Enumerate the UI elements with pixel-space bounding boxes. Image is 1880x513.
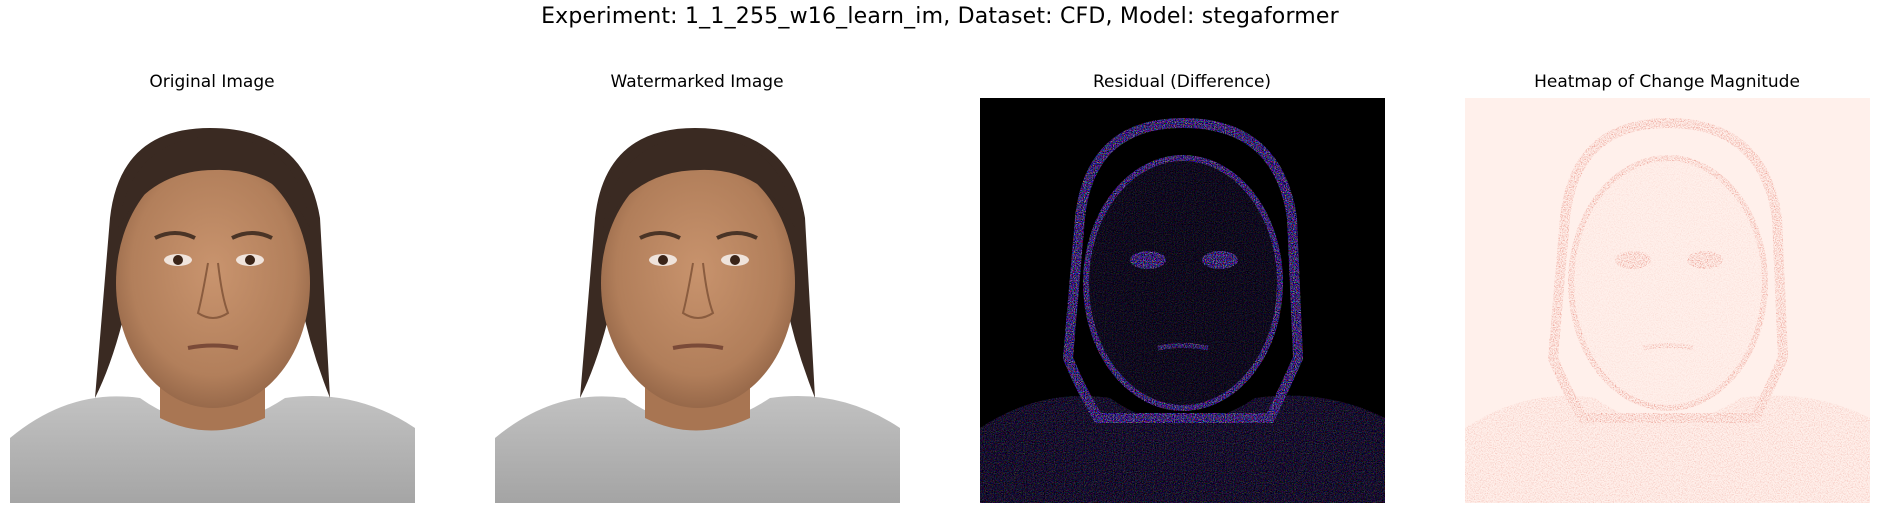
- panel-title-watermarked: Watermarked Image: [610, 72, 784, 92]
- figure-title: Experiment: 1_1_255_w16_learn_im, Datase…: [541, 4, 1339, 29]
- original-image: [10, 98, 415, 503]
- panel-title-original: Original Image: [149, 72, 275, 92]
- panel-title-heatmap: Heatmap of Change Magnitude: [1534, 72, 1800, 92]
- residual-image: [980, 98, 1385, 503]
- watermarked-image: [495, 98, 900, 503]
- panel-title-residual: Residual (Difference): [1092, 72, 1272, 92]
- heatmap-image: [1465, 98, 1870, 503]
